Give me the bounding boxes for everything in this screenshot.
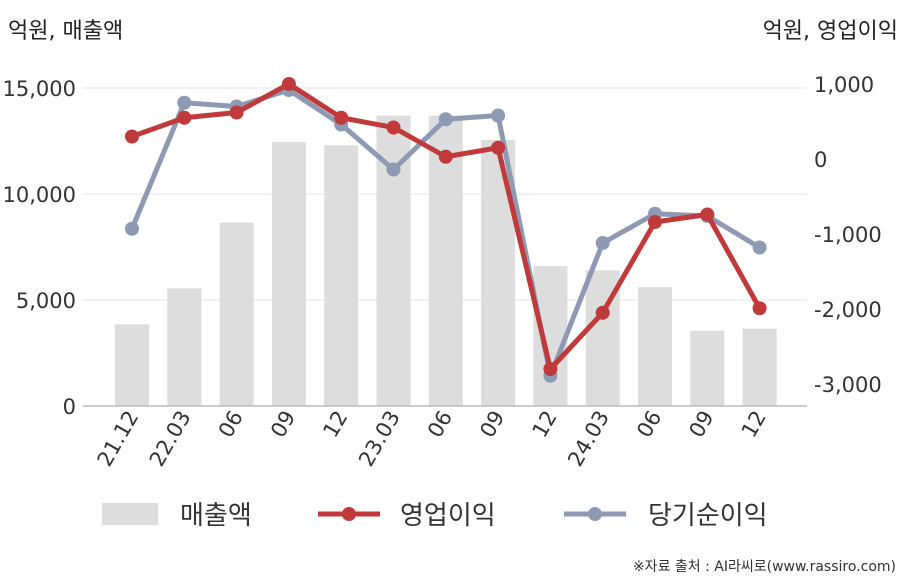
series-영업이익: [125, 77, 767, 376]
bar-12: [324, 145, 359, 407]
x-tick-label: 09: [475, 406, 509, 441]
right-axis-unit: 억원, 영업이익: [763, 19, 898, 44]
point-12: [543, 362, 558, 376]
legend-swatch-marker: [588, 507, 602, 521]
point-23.03: [386, 120, 401, 135]
bar-09: [271, 142, 306, 406]
point-09: [491, 140, 506, 155]
x-tick-label: 09: [266, 407, 300, 442]
x-tick-label: 24.03: [563, 407, 614, 471]
x-tick-label: 12: [318, 407, 352, 442]
legend-swatch-bar: [102, 503, 158, 525]
bar-06: [638, 287, 672, 406]
point-06: [438, 149, 453, 164]
point-09: [281, 77, 296, 91]
x-tick-label: 09: [684, 407, 718, 442]
right-tick-label: -2,000: [814, 298, 882, 322]
x-tick-label: 06: [423, 407, 457, 442]
line-series: [125, 77, 767, 383]
legend-label: 영업이익: [400, 501, 496, 531]
x-axis-ticks: 21.12 22.03 06 09 12 23.03 06 09 12 24.03 06 09 12: [92, 406, 770, 470]
legend: 매출액 영업이익 당기순이익: [102, 501, 768, 531]
x-tick-label: 22.03: [145, 407, 196, 471]
right-tick-label: -3,000: [814, 373, 882, 397]
bar-22.03: [167, 288, 202, 406]
left-axis-ticks: 0 5,000 10,000 15,000: [3, 77, 76, 419]
point-12: [752, 240, 767, 255]
legend-label: 당기순이익: [648, 501, 768, 531]
point-23.03: [386, 162, 401, 177]
right-tick-label: -1,000: [814, 223, 882, 247]
x-tick-label: 12: [528, 407, 562, 442]
left-tick-label: 10,000: [3, 183, 76, 207]
point-09: [700, 207, 715, 222]
x-tick-label: 21.12: [92, 407, 143, 471]
left-tick-label: 15,000: [3, 77, 76, 101]
bar-06: [428, 115, 463, 406]
x-tick-label: 23.03: [354, 407, 405, 471]
left-tick-label: 5,000: [16, 289, 76, 313]
legend-label: 매출액: [180, 501, 252, 531]
legend-swatch-marker: [342, 507, 356, 521]
bar-series: [115, 115, 777, 407]
right-tick-label: 1,000: [814, 73, 874, 97]
point-12: [334, 110, 349, 125]
point-22.03: [177, 95, 192, 110]
bar-12: [742, 328, 777, 406]
right-axis-ticks: 1,000 0 -1,000 -2,000 -3,000: [814, 73, 882, 397]
point-24.03: [595, 236, 610, 250]
x-tick-label: 12: [737, 407, 771, 442]
bar-21.12: [115, 324, 149, 406]
point-06: [648, 215, 662, 229]
bar-09: [690, 330, 725, 406]
point-06: [229, 105, 244, 120]
bar-12: [533, 266, 568, 406]
point-21.12: [125, 129, 139, 144]
x-tick-label: 06: [632, 407, 666, 442]
point-12: [752, 301, 767, 316]
point-24.03: [595, 305, 610, 320]
point-06: [438, 112, 453, 127]
bar-06: [219, 222, 254, 406]
x-tick-label: 06: [214, 407, 248, 442]
right-tick-label: 0: [814, 148, 827, 172]
point-09: [491, 108, 506, 123]
left-axis-unit: 억원, 매출액: [8, 19, 123, 44]
left-tick-label: 0: [63, 395, 76, 419]
point-22.03: [177, 110, 192, 125]
source-note: ※자료 출처 : AI라씨로(www.rassiro.com): [633, 559, 896, 575]
point-21.12: [125, 221, 139, 236]
